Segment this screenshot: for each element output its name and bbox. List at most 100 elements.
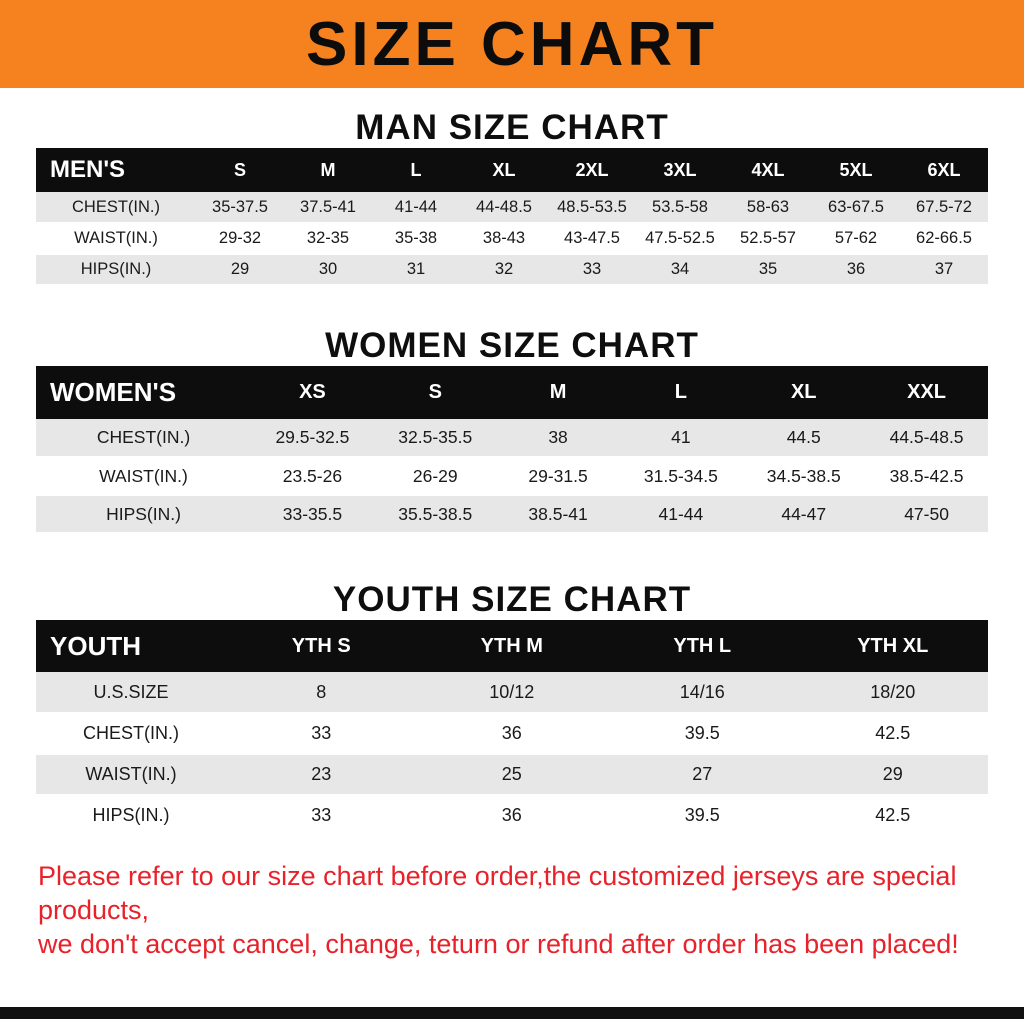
- size-value-cell: 62-66.5: [900, 223, 988, 255]
- title-banner: SIZE CHART: [0, 0, 1024, 88]
- size-value-cell: 44.5-48.5: [865, 419, 988, 458]
- order-note: Please refer to our size chart before or…: [38, 859, 1024, 961]
- table-row: WAIST(IN.) 29-32 32-35 35-38 38-43 43-47.5 47.…: [36, 223, 988, 255]
- size-value-cell: 44-48.5: [460, 192, 548, 224]
- size-value-cell: 29-32: [196, 223, 284, 255]
- size-value-cell: 29.5-32.5: [251, 419, 374, 458]
- table-row: CHEST(IN.) 33 36 39.5 42.5: [36, 713, 988, 755]
- size-column-header: YTH L: [607, 620, 798, 672]
- table-row: CHEST(IN.) 29.5-32.5 32.5-35.5 38 41 44.5 44.5…: [36, 419, 988, 458]
- size-value-cell: 44.5: [742, 419, 866, 458]
- page-title: SIZE CHART: [306, 9, 718, 79]
- size-value-cell: 43-47.5: [548, 223, 636, 255]
- row-label-cell: WAIST(IN.): [36, 754, 226, 796]
- size-column-header: M: [284, 148, 372, 192]
- size-column-header: S: [196, 148, 284, 192]
- size-value-cell: 18/20: [797, 672, 988, 714]
- bottom-black-bar: [0, 1007, 1024, 1019]
- table-row: CHEST(IN.) 35-37.5 37.5-41 41-44 44-48.5 48.5…: [36, 192, 988, 224]
- size-value-cell: 26-29: [373, 457, 497, 496]
- size-value-cell: 34.5-38.5: [742, 457, 866, 496]
- size-value-cell: 53.5-58: [636, 192, 724, 224]
- size-value-cell: 27: [607, 754, 798, 796]
- size-value-cell: 10/12: [416, 672, 607, 714]
- table-header-row: MEN'S S M L XL 2XL 3XL 4XL 5XL 6XL: [36, 148, 988, 192]
- table-row: HIPS(IN.) 33 36 39.5 42.5: [36, 795, 988, 837]
- youth-size-table: YOUTH YTH S YTH M YTH L YTH XL U.S.SIZE 8 10/12…: [36, 620, 988, 837]
- size-value-cell: 37.5-41: [284, 192, 372, 224]
- size-value-cell: 25: [416, 754, 607, 796]
- table-row: WAIST(IN.) 23.5-26 26-29 29-31.5 31.5-34.5 34…: [36, 457, 988, 496]
- size-column-header: XL: [742, 366, 866, 419]
- size-column-header: L: [619, 366, 743, 419]
- size-value-cell: 35-38: [372, 223, 460, 255]
- size-value-cell: 29-31.5: [496, 457, 620, 496]
- size-value-cell: 36: [812, 254, 900, 286]
- mens-size-table: MEN'S S M L XL 2XL 3XL 4XL 5XL 6XL CHEST(IN.) 35-37…: [36, 148, 988, 286]
- row-label-cell: HIPS(IN.): [36, 495, 251, 534]
- size-value-cell: 23.5-26: [251, 457, 374, 496]
- size-value-cell: 41-44: [619, 495, 743, 534]
- size-column-header: 5XL: [812, 148, 900, 192]
- size-column-header: 3XL: [636, 148, 724, 192]
- size-value-cell: 8: [226, 672, 417, 714]
- size-value-cell: 42.5: [797, 795, 988, 837]
- table-row: WAIST(IN.) 23 25 27 29: [36, 754, 988, 796]
- size-value-cell: 41-44: [372, 192, 460, 224]
- order-note-line2: we don't accept cancel, change, teturn o…: [38, 929, 959, 959]
- table-title-cell: MEN'S: [36, 148, 196, 192]
- size-value-cell: 39.5: [607, 713, 798, 755]
- size-column-header: YTH M: [416, 620, 607, 672]
- row-label-cell: WAIST(IN.): [36, 457, 251, 496]
- size-value-cell: 35-37.5: [196, 192, 284, 224]
- table-row: HIPS(IN.) 33-35.5 35.5-38.5 38.5-41 41-44 44-…: [36, 495, 988, 534]
- size-column-header: 4XL: [724, 148, 812, 192]
- size-value-cell: 33: [226, 795, 417, 837]
- row-label-cell: CHEST(IN.): [36, 419, 251, 458]
- size-value-cell: 29: [797, 754, 988, 796]
- size-value-cell: 47.5-52.5: [636, 223, 724, 255]
- table-title-cell: WOMEN'S: [36, 366, 251, 419]
- size-column-header: S: [373, 366, 497, 419]
- size-column-header: L: [372, 148, 460, 192]
- size-value-cell: 41: [619, 419, 743, 458]
- table-row: U.S.SIZE 8 10/12 14/16 18/20: [36, 672, 988, 714]
- size-column-header: YTH XL: [797, 620, 988, 672]
- size-value-cell: 39.5: [607, 795, 798, 837]
- women-size-chart-heading: WOMEN SIZE CHART: [325, 326, 699, 365]
- size-value-cell: 33-35.5: [251, 495, 374, 534]
- size-value-cell: 33: [548, 254, 636, 286]
- size-value-cell: 34: [636, 254, 724, 286]
- youth-size-chart-heading: YOUTH SIZE CHART: [332, 580, 692, 619]
- size-column-header: M: [496, 366, 620, 419]
- size-value-cell: 38.5-41: [496, 495, 620, 534]
- size-value-cell: 33: [226, 713, 417, 755]
- size-value-cell: 48.5-53.5: [548, 192, 636, 224]
- size-value-cell: 52.5-57: [724, 223, 812, 255]
- size-value-cell: 44-47: [742, 495, 866, 534]
- size-value-cell: 47-50: [865, 495, 988, 534]
- row-label-cell: U.S.SIZE: [36, 672, 226, 714]
- row-label-cell: HIPS(IN.): [36, 254, 196, 286]
- size-value-cell: 30: [284, 254, 372, 286]
- size-column-header: 6XL: [900, 148, 988, 192]
- size-value-cell: 32-35: [284, 223, 372, 255]
- size-value-cell: 36: [416, 795, 607, 837]
- table-header-row: WOMEN'S XS S M L XL XXL: [36, 366, 988, 419]
- size-value-cell: 14/16: [607, 672, 798, 714]
- size-value-cell: 32: [460, 254, 548, 286]
- size-column-header: XL: [460, 148, 548, 192]
- size-value-cell: 58-63: [724, 192, 812, 224]
- size-value-cell: 38-43: [460, 223, 548, 255]
- size-value-cell: 37: [900, 254, 988, 286]
- size-value-cell: 35: [724, 254, 812, 286]
- row-label-cell: HIPS(IN.): [36, 795, 226, 837]
- size-value-cell: 29: [196, 254, 284, 286]
- size-value-cell: 67.5-72: [900, 192, 988, 224]
- size-value-cell: 32.5-35.5: [373, 419, 497, 458]
- size-value-cell: 31.5-34.5: [619, 457, 743, 496]
- size-column-header: 2XL: [548, 148, 636, 192]
- size-value-cell: 63-67.5: [812, 192, 900, 224]
- man-size-chart-heading: MAN SIZE CHART: [355, 108, 669, 147]
